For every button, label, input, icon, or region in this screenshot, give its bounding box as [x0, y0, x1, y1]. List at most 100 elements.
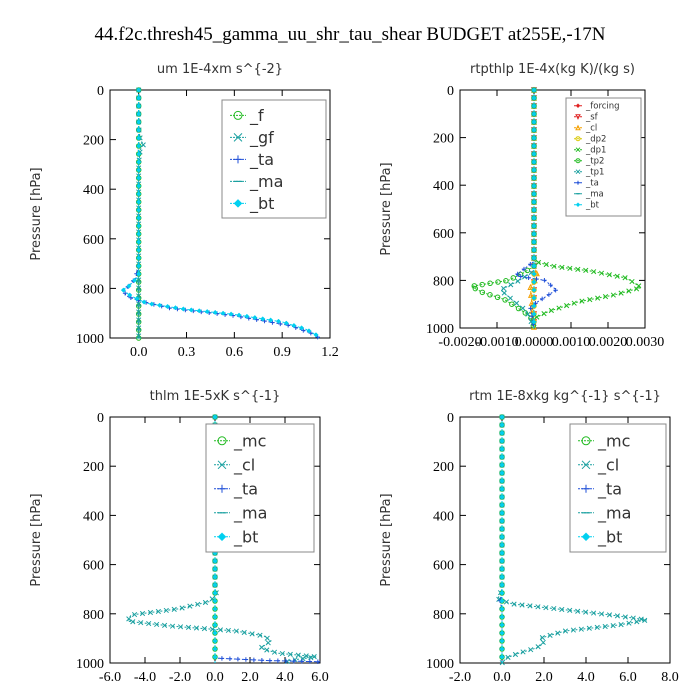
data-point — [499, 638, 505, 644]
data-point — [126, 283, 132, 289]
data-point — [136, 231, 142, 237]
data-point — [130, 619, 136, 625]
data-point — [161, 622, 168, 628]
data-point — [499, 526, 505, 532]
data-point — [610, 622, 616, 629]
data-point — [299, 659, 305, 664]
data-point — [528, 306, 533, 311]
data-point — [562, 628, 569, 634]
data-point — [267, 658, 273, 663]
data-point — [531, 279, 537, 285]
data-point — [618, 622, 624, 628]
legend-marker — [217, 460, 227, 470]
data-point — [531, 263, 537, 269]
data-point — [271, 649, 278, 655]
data-point — [212, 654, 218, 660]
data-point — [131, 277, 138, 283]
data-point — [567, 265, 573, 271]
x-tick-label: 2.0 — [241, 670, 259, 685]
x-tick-label: 0.0 — [206, 670, 224, 685]
data-point — [531, 295, 537, 301]
chart-title: rtm 1E-8xkg kg^{-1} s^{-1} — [469, 389, 661, 404]
data-point — [495, 279, 501, 285]
data-point — [494, 294, 501, 301]
legend-entry: _bt — [585, 201, 600, 211]
data-point — [499, 462, 505, 468]
data-point — [257, 632, 263, 638]
y-tick-label: 1000 — [426, 322, 454, 337]
plot-frame — [109, 89, 331, 339]
data-point — [606, 272, 612, 278]
legend-entry: _cl — [585, 124, 597, 134]
x-tick-label: -4.0 — [134, 670, 156, 685]
data-point — [220, 310, 226, 316]
legend-marker — [575, 103, 581, 109]
data-point — [259, 658, 265, 663]
data-point — [202, 599, 209, 606]
legend-entry: _cl — [233, 455, 255, 475]
chart-panel-2: rtpthlp 1E-4x(kg K)/(kg s) Pressure [hPa]… — [379, 62, 664, 350]
data-point — [136, 199, 142, 205]
data-point — [487, 292, 493, 298]
data-point — [155, 608, 161, 615]
legend-marker — [581, 436, 591, 446]
data-point — [298, 325, 305, 331]
data-point — [527, 283, 534, 290]
data-point — [598, 270, 605, 276]
legend: _forcing_sf_cl_dp2_dp1_tp2_tp1_ta_ma_bt — [565, 97, 642, 217]
y-tick-label: 600 — [83, 233, 104, 248]
data-point — [610, 292, 616, 298]
data-point — [499, 550, 505, 556]
data-point — [626, 288, 632, 294]
data-point — [307, 659, 313, 664]
data-point — [225, 627, 231, 634]
data-point — [575, 266, 581, 272]
legend: _mc _cl _ta _ma _bt — [569, 423, 667, 553]
data-point — [295, 652, 301, 658]
data-point — [251, 657, 257, 663]
data-point — [136, 191, 142, 197]
data-point — [598, 611, 605, 617]
y-tick-label: 1000 — [76, 332, 104, 347]
data-point — [287, 651, 293, 657]
data-point — [531, 215, 537, 221]
chart-panels: um 1E-4xm s^{-2} Pressure [hPa] 0 200 400 600… — [29, 62, 679, 685]
data-point — [228, 311, 234, 317]
data-point — [164, 303, 171, 310]
data-point — [219, 656, 225, 661]
data-point — [499, 582, 505, 588]
legend-marker — [217, 532, 227, 542]
data-point — [528, 647, 534, 653]
legend-marker — [233, 110, 243, 120]
legend-marker — [218, 484, 226, 493]
data-point — [602, 623, 608, 630]
data-point — [622, 275, 628, 281]
y-tick-label: 400 — [83, 509, 104, 524]
data-point — [626, 620, 632, 626]
data-point — [525, 311, 531, 317]
plot-frame — [459, 89, 646, 329]
data-point — [180, 306, 186, 312]
data-point — [548, 282, 553, 288]
data-point — [618, 290, 624, 296]
data-point — [501, 290, 507, 296]
data-point — [136, 223, 142, 229]
data-point — [187, 603, 193, 609]
data-point — [499, 590, 505, 596]
data-point — [136, 207, 142, 213]
legend-marker — [233, 199, 243, 208]
data-point — [212, 558, 218, 564]
data-point — [275, 318, 282, 324]
data-point — [136, 95, 142, 101]
y-tick-label: 0 — [447, 84, 454, 99]
data-point — [472, 285, 479, 292]
data-point — [140, 142, 146, 148]
data-point — [147, 609, 154, 616]
series-bt — [120, 87, 320, 339]
data-point — [136, 103, 142, 109]
data-point — [521, 266, 527, 272]
data-point — [499, 494, 505, 500]
x-tick-label: 0.0030 — [626, 335, 665, 350]
data-point — [570, 627, 576, 633]
data-point — [594, 624, 600, 630]
